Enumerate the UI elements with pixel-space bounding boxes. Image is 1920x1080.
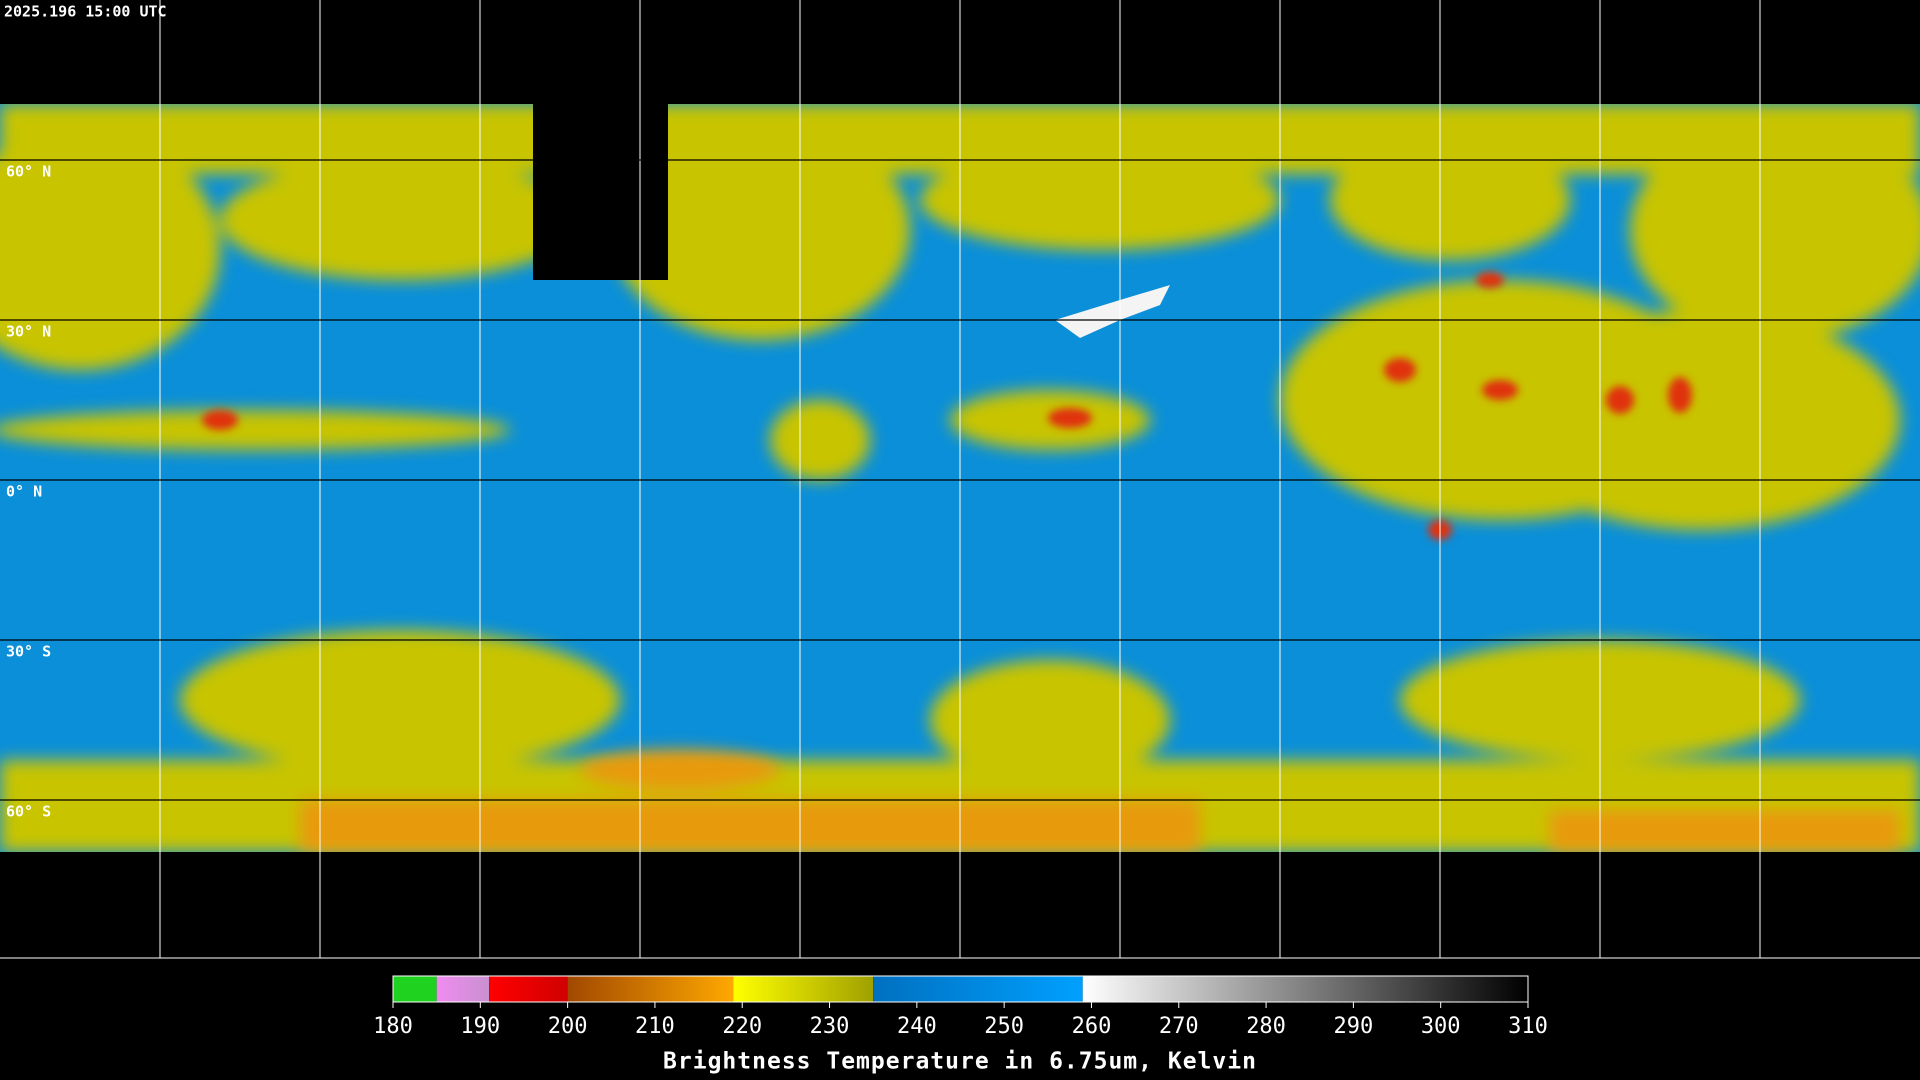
colorbar-segment xyxy=(393,976,437,1002)
colorbar-tick-label: 240 xyxy=(897,1014,937,1039)
colorbar-segment xyxy=(436,976,490,1002)
colorbar-title: Brightness Temperature in 6.75um, Kelvin xyxy=(663,1049,1257,1075)
colorbar-tick-label: 190 xyxy=(460,1014,500,1039)
cold-patch xyxy=(1055,285,1170,338)
colorbar-tick-label: 280 xyxy=(1246,1014,1286,1039)
colorbar-tick-label: 300 xyxy=(1421,1014,1461,1039)
colorbar-segment xyxy=(873,976,1083,1002)
lat-label: 60° S xyxy=(6,803,51,821)
lat-label: 0° N xyxy=(6,483,42,501)
colorbar-segment xyxy=(1082,976,1528,1002)
lat-label: 30° S xyxy=(6,643,51,661)
colorbar-tick-label: 260 xyxy=(1072,1014,1112,1039)
lat-label: 60° N xyxy=(6,163,51,181)
colorbar-segment xyxy=(489,976,568,1002)
timestamp: 2025.196 15:00 UTC xyxy=(4,3,167,21)
graticule xyxy=(0,0,1920,959)
colorbar: 180 190 200 210 220 230 240 250 260 270 280 290 300 3… xyxy=(373,975,1548,1039)
colorbar-tick-label: 290 xyxy=(1334,1014,1374,1039)
colorbar-tick-label: 310 xyxy=(1508,1014,1548,1039)
colorbar-tick-label: 220 xyxy=(722,1014,762,1039)
lat-labels: 60° N 30° N 0° N 30° S 60° S xyxy=(6,163,51,821)
no-data-region xyxy=(533,104,668,280)
colorbar-tick-label: 200 xyxy=(548,1014,588,1039)
colorbar-tick-label: 180 xyxy=(373,1014,413,1039)
colorbar-frame xyxy=(392,975,1529,1003)
colorbar-tick-label: 270 xyxy=(1159,1014,1199,1039)
colorbar-tick-label: 250 xyxy=(984,1014,1024,1039)
colorbar-segment xyxy=(567,976,734,1002)
colorbar-tick-label: 210 xyxy=(635,1014,675,1039)
colorbar-tick-label: 230 xyxy=(810,1014,850,1039)
lat-label: 30° N xyxy=(6,323,51,341)
colorbar-segment xyxy=(733,976,874,1002)
